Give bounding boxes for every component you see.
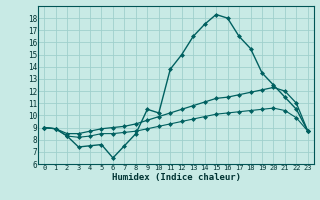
X-axis label: Humidex (Indice chaleur): Humidex (Indice chaleur) (111, 173, 241, 182)
